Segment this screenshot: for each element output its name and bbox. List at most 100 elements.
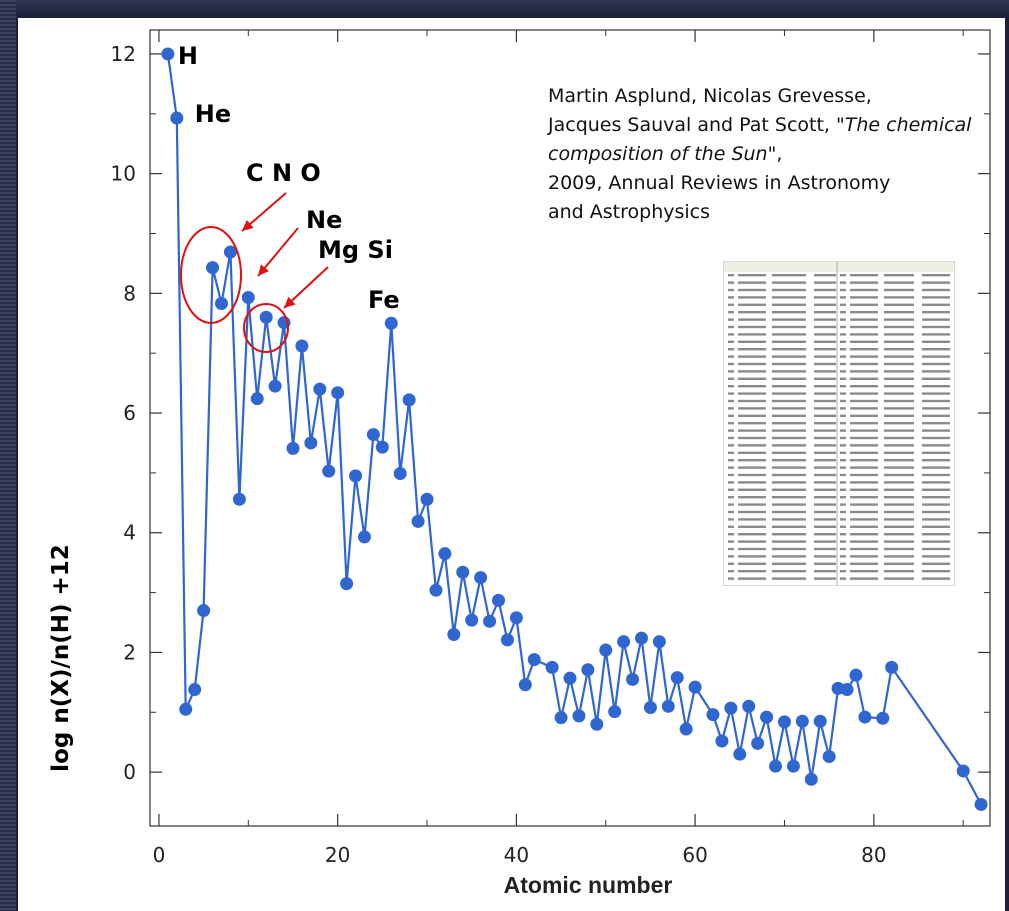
data-point [161, 47, 175, 61]
table-thumb-cell [850, 399, 878, 403]
data-point [751, 736, 765, 750]
table-thumb-cell [840, 340, 846, 343]
table-thumb-cell [850, 422, 878, 425]
data-point [456, 565, 470, 579]
table-thumb-cell [814, 303, 836, 306]
table-thumb-cell [850, 525, 878, 528]
table-thumb-cell [814, 488, 836, 491]
table-thumb-cell [728, 570, 734, 573]
citation-year-journal: 2009, Annual Reviews in Astronomy [548, 172, 891, 194]
table-thumb-cell [728, 466, 734, 469]
table-thumb-cell [850, 407, 878, 410]
table-thumb-cell [922, 555, 950, 558]
table-thumb-cell [728, 533, 734, 536]
table-thumb-cell [840, 281, 846, 284]
data-point [599, 643, 613, 657]
table-thumb-cell [728, 496, 734, 499]
table-thumb-cell [814, 422, 836, 425]
table-thumb-cell [850, 281, 878, 284]
table-thumb-cell [850, 510, 878, 514]
data-point [447, 627, 461, 641]
data-point [572, 709, 586, 723]
label-fe: Fe [368, 286, 400, 314]
table-thumb-cell [772, 510, 806, 514]
table-thumb-cell [850, 340, 878, 343]
table-thumb-cell [814, 296, 836, 299]
table-thumb-cell [738, 288, 766, 292]
table-thumb-cell [850, 444, 878, 447]
table-thumb-cell [840, 496, 846, 499]
data-point [733, 747, 747, 761]
table-thumb-cell [728, 540, 734, 543]
label-ne: Ne [306, 206, 342, 234]
data-point [840, 683, 854, 697]
table-thumb-cell [738, 436, 766, 440]
table-thumb-cell [840, 525, 846, 528]
table-thumb-cell [884, 414, 914, 417]
table-thumb-cell [922, 333, 950, 336]
table-thumb-cell [840, 466, 846, 469]
citation-authors-2: Jacques Sauval and Pat Scott, [548, 114, 837, 136]
table-thumb-cell [772, 547, 806, 551]
data-point [250, 392, 264, 406]
data-point [858, 710, 872, 724]
table-thumb-cell [840, 325, 846, 329]
table-thumb-cell [840, 288, 846, 292]
table-thumb-cell [850, 333, 878, 336]
figure-panel: 0 2 4 6 8 10 12 0 20 40 60 80 H He C N O Ne Mg Si Fe Mart… [18, 18, 1005, 911]
table-thumb-cell [738, 333, 766, 336]
data-point [429, 583, 443, 597]
table-thumb-cell [814, 547, 836, 551]
table-thumb-cell [884, 325, 914, 329]
table-thumb-cell [728, 399, 734, 403]
table-thumb-cell [840, 392, 846, 395]
table-thumb-cell [728, 333, 734, 336]
table-thumb-cell [738, 281, 766, 284]
citation-journal-end: and Astrophysics [548, 201, 711, 223]
x-tick-label: 0 [153, 843, 166, 867]
data-point [661, 699, 675, 713]
table-thumb-cell [728, 488, 734, 491]
x-axis-label: Atomic number [503, 872, 673, 898]
mgsi-highlight-ellipse [243, 303, 289, 353]
table-thumb-cell [884, 496, 914, 499]
table-thumb-cell [728, 385, 734, 388]
table-thumb-cell [840, 436, 846, 440]
table-thumb-cell [728, 459, 734, 462]
table-thumb-cell [884, 436, 914, 440]
table-thumb-cell [840, 377, 846, 380]
table-thumb-cell [738, 547, 766, 551]
table-thumb-cell [840, 296, 846, 299]
table-thumb-cell [814, 392, 836, 395]
table-thumb-cell [728, 414, 734, 417]
table-thumb-cell [850, 466, 878, 469]
table-thumb-cell [884, 481, 914, 484]
data-point [688, 680, 702, 694]
table-thumb-cell [772, 481, 806, 484]
table-thumb-cell [850, 325, 878, 329]
data-point [268, 379, 282, 393]
plot-frame [149, 29, 991, 827]
table-thumb-cell [772, 399, 806, 403]
table-thumb-cell [738, 577, 766, 580]
table-thumb-cell [738, 481, 766, 484]
table-thumb-cell [814, 518, 836, 521]
data-point [483, 614, 497, 628]
table-thumb-cell [772, 274, 806, 277]
table-thumb-cell [884, 407, 914, 410]
table-thumb-cell [884, 451, 914, 454]
data-point [197, 604, 211, 618]
table-thumb-cell [772, 562, 806, 565]
table-thumb-cell [922, 503, 950, 506]
table-thumb-cell [884, 392, 914, 395]
table-thumb-cell [922, 370, 950, 373]
table-thumb-cell [814, 274, 836, 277]
data-point [313, 382, 327, 396]
table-thumb-cell [922, 451, 950, 454]
table-thumb-cell [840, 444, 846, 447]
table-thumb-cell [884, 429, 914, 432]
table-thumb-cell [728, 355, 734, 358]
table-thumb-cell [840, 562, 846, 565]
table-thumb-cell [922, 547, 950, 551]
table-thumb-cell [772, 385, 806, 388]
